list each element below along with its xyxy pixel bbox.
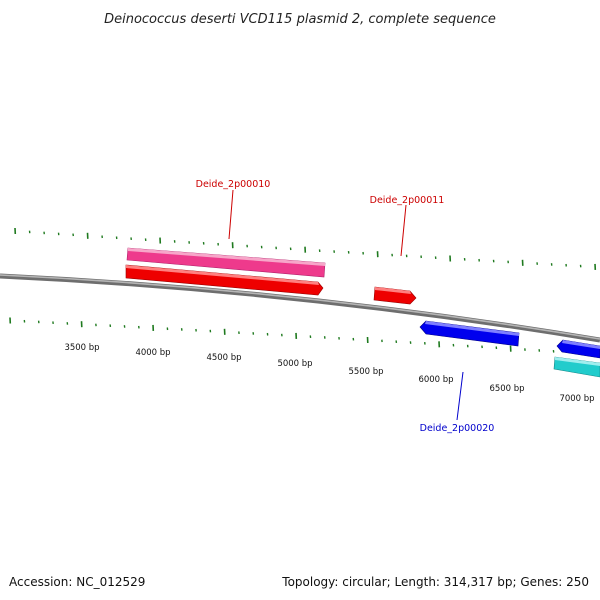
gene-arrow-highlight	[126, 265, 319, 285]
gene-label-deide-2p00020[interactable]: Deide_2p00020	[420, 423, 495, 434]
label-leader-deide-2p00020	[456, 371, 464, 421]
backbone-highlight	[0, 274, 600, 340]
backbone-arc	[0, 273, 600, 343]
accession-text: Accession: NC_012529	[9, 575, 145, 589]
scale-label: 4500 bp	[206, 353, 241, 363]
cds-bar-highlight	[128, 248, 325, 266]
scale-label: 3500 bp	[64, 343, 99, 353]
map-title: Deinococcus deserti VCD115 plasmid 2, co…	[104, 12, 496, 27]
topology-summary: Topology: circular; Length: 314,317 bp; …	[281, 575, 589, 589]
cds-bar-highlight	[555, 357, 600, 366]
gene-arrow-highlight	[425, 321, 519, 336]
scale-label: 6500 bp	[489, 384, 524, 394]
label-leader-deide-2p00010	[228, 189, 234, 240]
inner-tick-row	[9, 317, 555, 353]
gene-label-deide-2p00010[interactable]: Deide_2p00010	[196, 179, 271, 190]
outer-tick-row	[14, 227, 597, 270]
scale-label: 5000 bp	[277, 359, 312, 369]
label-leader-deide-2p00011	[400, 204, 407, 257]
scale-label: 6000 bp	[418, 375, 453, 385]
scale-label: 5500 bp	[348, 367, 383, 377]
scale-label: 4000 bp	[135, 348, 170, 358]
cds-bar-deide-2p00010[interactable]	[126, 247, 326, 278]
scale-label: 7000 bp	[559, 394, 594, 404]
gene-arrow-highlight	[375, 287, 411, 294]
gene-arrow-deide-2p00010[interactable]	[125, 264, 324, 296]
gene-arrow-highlight	[562, 340, 600, 349]
gene-label-deide-2p00011[interactable]: Deide_2p00011	[370, 195, 445, 206]
